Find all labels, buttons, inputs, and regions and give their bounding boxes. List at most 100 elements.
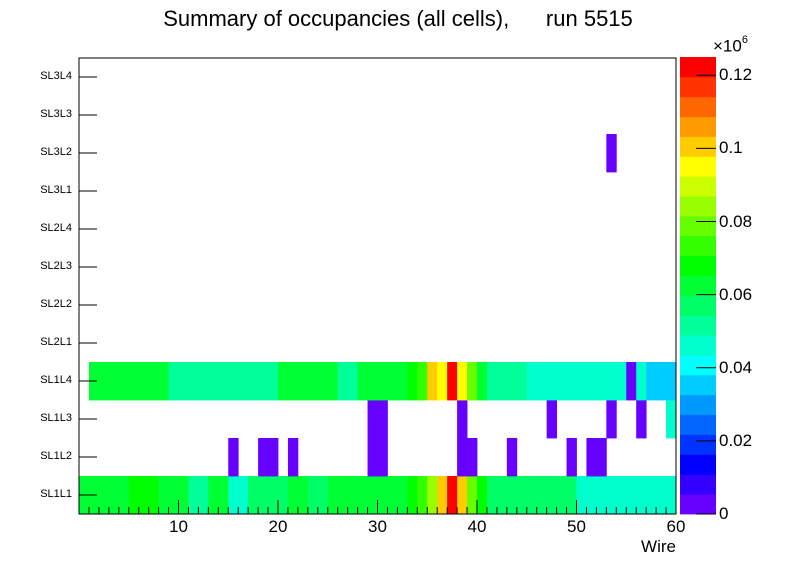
y-tick-label: SL3L4: [40, 70, 72, 82]
heatmap-cell: [317, 362, 329, 401]
heatmap-cell: [506, 476, 518, 515]
heatmap-cell: [457, 438, 468, 477]
heatmap-cell: [148, 476, 159, 515]
heatmap-cell: [287, 362, 299, 401]
heatmap-cell: [228, 476, 239, 515]
x-tick-label: 20: [268, 517, 288, 536]
heatmap-cell: [566, 476, 577, 515]
heatmap-cell: [367, 476, 378, 515]
palette-swatch: [680, 176, 716, 197]
heatmap-cell: [287, 476, 299, 515]
heatmap-cell: [457, 362, 468, 401]
heatmap-cells: [79, 134, 677, 515]
heatmap-cell: [278, 362, 289, 401]
palette-swatch: [680, 255, 716, 276]
heatmap-cell: [486, 362, 498, 401]
heatmap-cell: [268, 362, 279, 401]
palette-swatch: [680, 57, 716, 78]
heatmap-cell: [666, 362, 677, 401]
heatmap-cell: [457, 476, 468, 515]
y-tick-label: SL1L1: [40, 488, 72, 500]
heatmap-cell: [218, 362, 229, 401]
palette-swatch: [680, 76, 716, 98]
heatmap-cell: [138, 362, 150, 401]
heatmap-cell: [248, 362, 259, 401]
palette-swatch: [680, 335, 716, 356]
heatmap-cell: [447, 362, 458, 401]
heatmap-cell: [367, 362, 378, 401]
heatmap-cell: [238, 476, 249, 515]
heatmap-cell: [516, 362, 528, 401]
color-scale-bar: [680, 57, 716, 515]
z-tick-label: 0.1: [719, 138, 743, 158]
heatmap-cell: [596, 476, 607, 515]
heatmap-cell: [636, 476, 647, 515]
heatmap-cell: [496, 362, 508, 401]
heatmap-cell: [556, 476, 567, 515]
heatmap-cell: [407, 476, 418, 515]
heatmap-cell: [278, 476, 289, 515]
heatmap-cell: [188, 362, 199, 401]
heatmap-cell: [228, 362, 239, 401]
heatmap-cell: [666, 476, 677, 515]
y-tick-label: SL3L2: [40, 146, 72, 158]
y-tick-label: SL1L4: [40, 374, 72, 386]
palette-swatch: [680, 235, 716, 257]
z-tick-label: 0.08: [719, 211, 753, 231]
heatmap-cell: [347, 362, 358, 401]
heatmap-cell: [516, 476, 528, 515]
palette-swatch: [680, 215, 716, 237]
heatmap-cell: [457, 400, 468, 439]
heatmap-cell: [526, 362, 538, 401]
heatmap-cell: [317, 476, 329, 515]
heatmap-cell: [656, 476, 667, 515]
heatmap-cell: [158, 476, 169, 515]
heatmap-cell: [357, 362, 368, 401]
z-tick-label: 0.12: [719, 65, 753, 85]
heatmap-cell: [606, 362, 617, 401]
heatmap-cell: [228, 438, 239, 477]
heatmap-cell: [606, 400, 617, 439]
axis-ticks: [79, 76, 667, 514]
heatmap-cell: [258, 476, 269, 515]
heatmap-cell: [566, 362, 577, 401]
heatmap-cell: [606, 476, 617, 515]
heatmap-cell: [367, 438, 378, 477]
y-tick-label: SL1L3: [40, 412, 72, 424]
heatmap-cell: [626, 476, 637, 515]
heatmap-cell: [526, 476, 538, 515]
heatmap-cell: [268, 476, 279, 515]
heatmap-cell: [506, 438, 518, 477]
heatmap-cell: [467, 362, 478, 401]
heatmap-cell: [417, 476, 428, 515]
z-multiplier-exponent: 6: [741, 34, 748, 46]
x-tick-label: 10: [169, 517, 188, 536]
heatmap-cell: [168, 362, 179, 401]
heatmap-cell: [248, 476, 259, 515]
palette-swatch: [680, 96, 716, 118]
palette-swatch: [680, 136, 716, 157]
palette-swatch: [680, 275, 716, 296]
heatmap-cell: [357, 476, 368, 515]
y-tick-label: SL3L3: [40, 108, 72, 120]
heatmap-cell: [506, 362, 518, 401]
y-tick-label: SL2L1: [40, 336, 72, 348]
heatmap-cell: [546, 362, 557, 401]
heatmap-cell: [666, 400, 677, 439]
heatmap-cell: [467, 438, 478, 477]
heatmap-cell: [496, 476, 508, 515]
heatmap-cell: [437, 362, 448, 401]
heatmap-cell: [636, 362, 647, 401]
heatmap-cell: [596, 362, 607, 401]
heatmap-cell: [407, 362, 418, 401]
z-tick-label: 0.06: [719, 284, 753, 304]
heatmap-cell: [397, 362, 408, 401]
heatmap-cell: [347, 476, 358, 515]
heatmap-cell: [238, 362, 249, 401]
chart-title: Summary of occupancies (all cells), run …: [0, 6, 796, 32]
heatmap-cell: [327, 362, 339, 401]
palette-swatch: [680, 494, 716, 515]
heatmap-cell: [427, 476, 438, 515]
palette-swatch: [680, 374, 716, 396]
